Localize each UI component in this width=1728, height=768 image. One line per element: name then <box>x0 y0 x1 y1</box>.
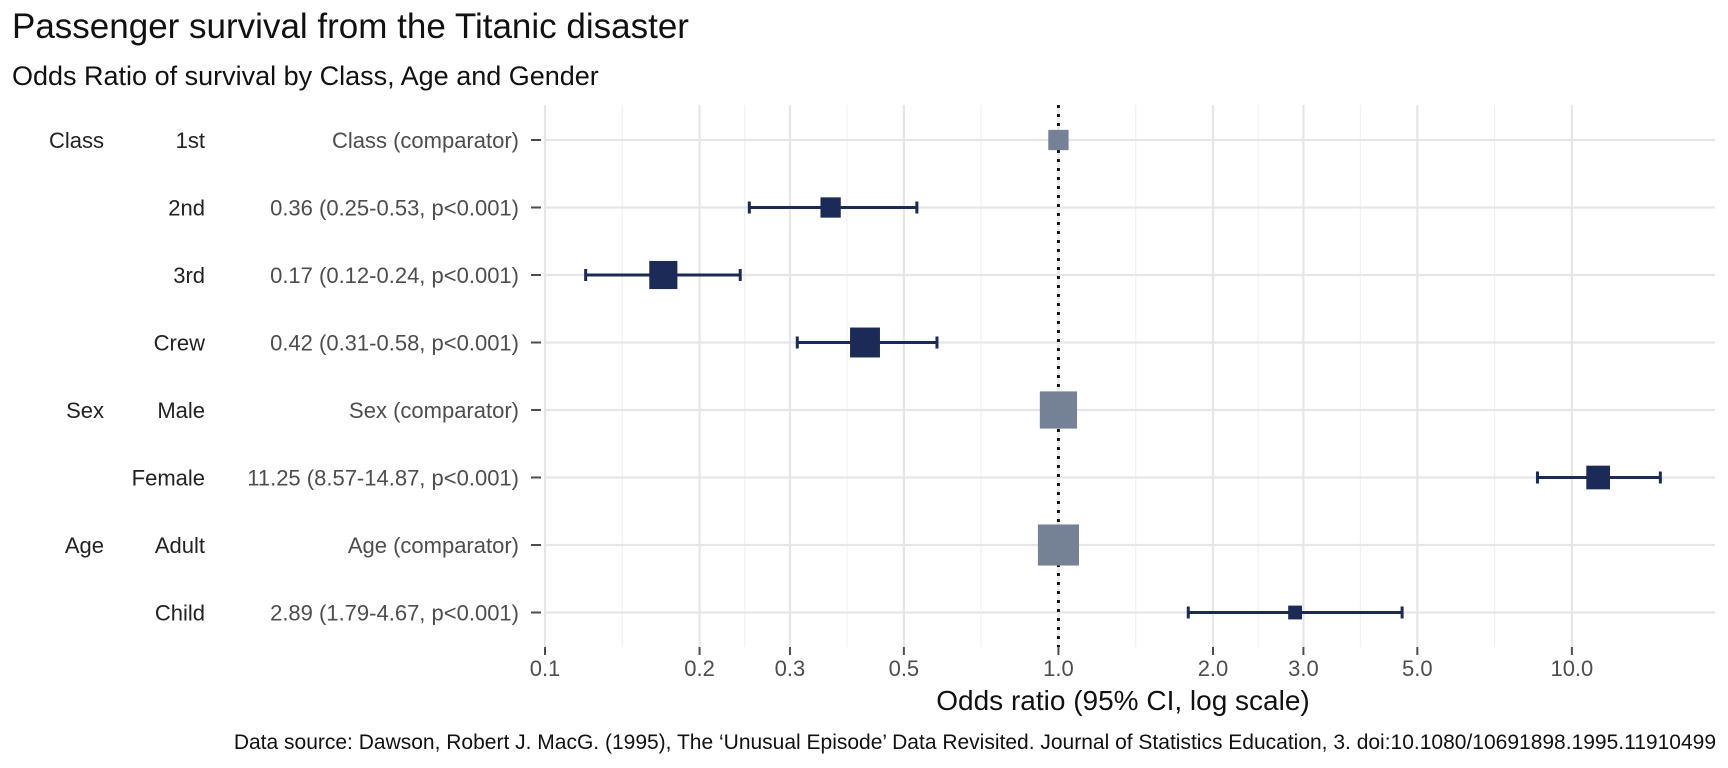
odds-ratio-marker <box>649 260 678 290</box>
x-axis-ticks: 0.1 0.2 0.3 0.5 1.0 2.0 3.0 5.0 10.0 <box>530 647 1593 681</box>
row-estimate-label: 2.89 (1.79-4.67, p<0.001) <box>270 601 519 626</box>
row-group-label: Class <box>49 128 104 153</box>
chart-subtitle: Odds Ratio of survival by Class, Age and… <box>12 61 599 91</box>
row-estimate-label: 0.36 (0.25-0.53, p<0.001) <box>270 196 519 221</box>
row-estimate-label: Class (comparator) <box>332 128 519 153</box>
x-tick-label: 10.0 <box>1550 656 1593 681</box>
plot-marks <box>584 129 1662 620</box>
x-tick-label: 0.3 <box>775 656 806 681</box>
comparator-marker <box>1039 391 1078 429</box>
row-level-label: Crew <box>154 331 205 356</box>
x-tick-label: 3.0 <box>1288 656 1319 681</box>
row-estimate-label: Sex (comparator) <box>349 398 519 423</box>
odds-ratio-marker <box>820 197 841 218</box>
comparator-marker <box>1037 524 1079 566</box>
row-estimate-label: Age (comparator) <box>348 533 519 558</box>
row-level-label: Female <box>132 466 205 491</box>
row-level-label: Male <box>157 398 205 423</box>
odds-ratio-marker <box>1288 605 1302 620</box>
row-level-label: Child <box>155 601 205 626</box>
row-level-label: Adult <box>155 533 205 558</box>
row-estimate-label: 0.17 (0.12-0.24, p<0.001) <box>270 263 519 288</box>
row-level-label: 2nd <box>168 196 205 221</box>
x-tick-label: 5.0 <box>1402 656 1433 681</box>
x-tick-label: 0.5 <box>889 656 920 681</box>
comparator-marker <box>1048 129 1069 151</box>
x-tick-label: 1.0 <box>1043 656 1074 681</box>
row-estimate-label: 11.25 (8.57-14.87, p<0.001) <box>247 466 519 491</box>
row-level-label: 1st <box>176 128 205 153</box>
x-tick-label: 0.2 <box>684 656 715 681</box>
row-level-label: 3rd <box>173 263 205 288</box>
row-group-label: Sex <box>66 398 104 423</box>
row-labels: Class 1st Class (comparator) 2nd 0.36 (0.25-… <box>49 128 541 626</box>
grid <box>543 105 1715 647</box>
x-tick-label: 2.0 <box>1198 656 1229 681</box>
odds-ratio-marker <box>850 327 880 358</box>
x-tick-label: 0.1 <box>530 656 561 681</box>
row-group-label: Age <box>65 533 104 558</box>
x-axis-title: Odds ratio (95% CI, log scale) <box>936 685 1310 716</box>
odds-ratio-marker <box>1586 465 1610 490</box>
row-estimate-label: 0.42 (0.31-0.58, p<0.001) <box>270 331 519 356</box>
data-source-caption: Data source: Dawson, Robert J. MacG. (19… <box>234 731 1716 754</box>
chart-title: Passenger survival from the Titanic disa… <box>12 7 689 46</box>
